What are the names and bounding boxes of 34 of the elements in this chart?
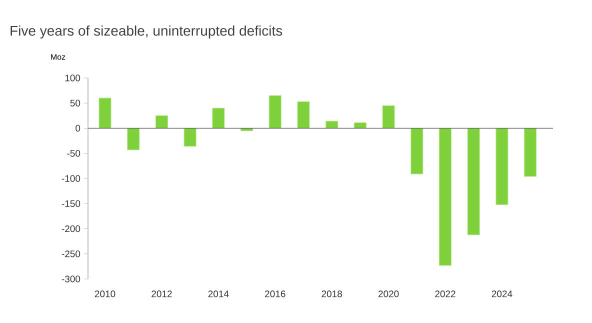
x-tick-label: 2016 [265,290,286,298]
bar [212,108,225,129]
x-tick-label: 2010 [94,290,116,298]
y-tick-label: -150 [62,200,80,207]
bar [467,128,480,236]
y-tick-label: 0 [76,124,80,132]
x-tick-label: 2020 [378,290,399,298]
bar [184,128,196,147]
bar [410,128,424,174]
bar [98,98,112,129]
x-tick-label: 2014 [208,290,229,298]
x-tick-label: 2024 [492,290,512,298]
bar [496,128,508,205]
bar [297,101,310,129]
bar [127,128,140,150]
y-tick-label: 50 [70,100,80,106]
bar [382,105,395,129]
bar [268,95,282,129]
y-tick-label: -50 [67,150,80,157]
y-tick-label: -100 [62,175,80,182]
chart-title: Five years of sizeable, uninterrupted deficits [10,25,282,39]
bar [439,128,452,266]
y-axis-title: Moz [51,54,66,60]
y-tick-label: -300 [62,276,80,282]
x-tick-label: 2022 [435,290,456,298]
bar [326,120,338,129]
bar [354,122,366,129]
x-tick-label: 2018 [322,290,342,298]
y-tick-label: -200 [62,225,80,232]
y-tick-label: -250 [62,250,80,258]
bar [155,115,168,129]
y-tick-label: 100 [65,74,80,82]
bar [524,128,537,177]
x-tick-label: 2012 [152,290,172,298]
